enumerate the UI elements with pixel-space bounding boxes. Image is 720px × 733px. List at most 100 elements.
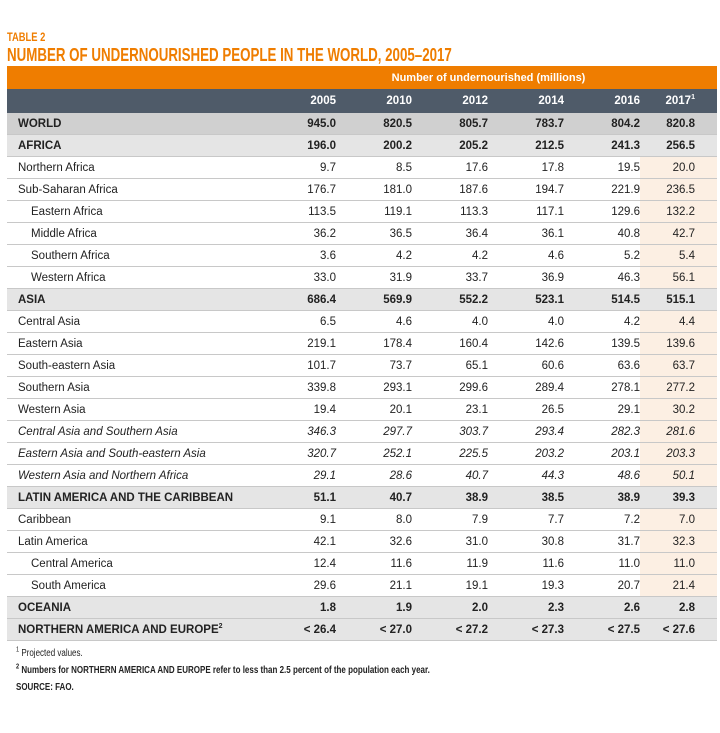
- row-label: Western Africa: [7, 266, 260, 289]
- value-cell: 30.2: [640, 398, 717, 421]
- value-cell: 8.0: [336, 508, 412, 531]
- value-cell: 20.7: [564, 574, 640, 597]
- value-cell: 36.4: [412, 222, 488, 245]
- value-cell: 39.3: [640, 486, 717, 509]
- table-row: Western Asia 19.4 20.1 23.1 26.5 29.1 30.2: [7, 398, 717, 421]
- value-cell: 56.1: [640, 266, 717, 289]
- value-cell: 820.8: [640, 113, 717, 135]
- value-cell: 44.3: [488, 464, 564, 487]
- value-cell: 346.3: [260, 420, 336, 443]
- row-label: Caribbean: [7, 508, 260, 531]
- value-cell: 820.5: [336, 113, 412, 135]
- value-cell: 2.6: [564, 596, 640, 619]
- year-header: 2016: [564, 89, 640, 113]
- value-cell: 203.3: [640, 442, 717, 465]
- value-cell: 4.0: [412, 310, 488, 333]
- row-label-text: Central Asia and Southern Asia: [18, 425, 178, 438]
- row-label-text: LATIN AMERICA AND THE CARIBBEAN: [18, 491, 234, 504]
- value-cell: 9.7: [260, 156, 336, 179]
- value-cell: 277.2: [640, 376, 717, 399]
- row-label: Central America: [7, 552, 260, 575]
- row-label: South-eastern Asia: [7, 354, 260, 377]
- row-label-text: Caribbean: [18, 513, 72, 526]
- value-cell: 38.9: [564, 486, 640, 509]
- value-cell: 29.1: [564, 398, 640, 421]
- row-label-text: OCEANIA: [18, 601, 72, 614]
- value-cell: < 27.3: [488, 618, 564, 641]
- table-row: Caribbean 9.1 8.0 7.9 7.7 7.2 7.0: [7, 508, 717, 531]
- row-label-text: Southern Africa: [31, 249, 110, 262]
- year-header: 2014: [488, 89, 564, 113]
- row-label: Central Asia: [7, 310, 260, 333]
- value-cell: 2.8: [640, 596, 717, 619]
- value-cell: 9.1: [260, 508, 336, 531]
- table-row: Eastern Asia 219.1 178.4 160.4 142.6 139.5 139…: [7, 332, 717, 355]
- year-header-row: 2005 2010 2012 2014 2016 20171: [7, 89, 717, 113]
- value-cell: 256.5: [640, 134, 717, 157]
- value-cell: 32.6: [336, 530, 412, 553]
- value-cell: 4.6: [488, 244, 564, 267]
- value-cell: 17.6: [412, 156, 488, 179]
- value-cell: 303.7: [412, 420, 488, 443]
- table-label: TABLE 2: [7, 30, 46, 44]
- value-cell: 73.7: [336, 354, 412, 377]
- value-cell: 4.2: [564, 310, 640, 333]
- row-label: OCEANIA: [7, 596, 260, 619]
- value-cell: 36.5: [336, 222, 412, 245]
- value-cell: 2.0: [412, 596, 488, 619]
- row-label: ASIA: [7, 288, 260, 311]
- row-label-text: NORTHERN AMERICA AND EUROPE: [18, 623, 219, 636]
- value-cell: 63.6: [564, 354, 640, 377]
- value-cell: 205.2: [412, 134, 488, 157]
- value-cell: 515.1: [640, 288, 717, 311]
- row-label-text: Western Asia: [18, 403, 86, 416]
- table-row: Central Asia and Southern Asia 346.3 297.7…: [7, 420, 717, 443]
- value-cell: 8.5: [336, 156, 412, 179]
- value-cell: 119.1: [336, 200, 412, 223]
- value-cell: 7.2: [564, 508, 640, 531]
- row-label: Eastern Africa: [7, 200, 260, 223]
- value-cell: 241.3: [564, 134, 640, 157]
- table-row: Middle Africa 36.2 36.5 36.4 36.1 40.8 42.7: [7, 222, 717, 245]
- value-cell: 23.1: [412, 398, 488, 421]
- value-cell: 19.1: [412, 574, 488, 597]
- table-row: Central America 12.4 11.6 11.9 11.6 11.0 11.0: [7, 552, 717, 575]
- value-cell: 552.2: [412, 288, 488, 311]
- value-cell: 252.1: [336, 442, 412, 465]
- value-cell: 281.6: [640, 420, 717, 443]
- value-cell: 320.7: [260, 442, 336, 465]
- value-cell: 569.9: [336, 288, 412, 311]
- footnote-mark: 2: [218, 622, 223, 630]
- value-cell: 113.3: [412, 200, 488, 223]
- value-cell: 7.0: [640, 508, 717, 531]
- value-cell: 139.5: [564, 332, 640, 355]
- value-cell: 7.7: [488, 508, 564, 531]
- row-label: Central Asia and Southern Asia: [7, 420, 260, 443]
- value-cell: 50.1: [640, 464, 717, 487]
- value-cell: 17.8: [488, 156, 564, 179]
- table-row: NORTHERN AMERICA AND EUROPE2 < 26.4 < 27.0…: [7, 618, 717, 641]
- value-cell: 212.5: [488, 134, 564, 157]
- table-row: Latin America 42.1 32.6 31.0 30.8 31.7 32.3: [7, 530, 717, 553]
- value-cell: 299.6: [412, 376, 488, 399]
- value-cell: 40.7: [412, 464, 488, 487]
- value-cell: 4.2: [412, 244, 488, 267]
- value-cell: 514.5: [564, 288, 640, 311]
- footnote-2: 2 Numbers for NORTHERN AMERICA AND EUROP…: [16, 663, 430, 676]
- value-cell: 36.2: [260, 222, 336, 245]
- value-cell: 60.6: [488, 354, 564, 377]
- value-cell: 42.7: [640, 222, 717, 245]
- value-cell: 4.6: [336, 310, 412, 333]
- year-header: 20171: [640, 89, 717, 113]
- value-cell: 4.4: [640, 310, 717, 333]
- value-cell: 42.1: [260, 530, 336, 553]
- value-cell: 46.3: [564, 266, 640, 289]
- value-cell: < 27.6: [640, 618, 717, 641]
- value-cell: 523.1: [488, 288, 564, 311]
- table-row: WORLD 945.0 820.5 805.7 783.7 804.2 820.8: [7, 113, 717, 135]
- value-cell: 203.1: [564, 442, 640, 465]
- value-cell: 142.6: [488, 332, 564, 355]
- row-label: Western Asia: [7, 398, 260, 421]
- table-row: Southern Africa 3.6 4.2 4.2 4.6 5.2 5.4: [7, 244, 717, 267]
- row-label-text: Western Asia and Northern Africa: [18, 469, 189, 482]
